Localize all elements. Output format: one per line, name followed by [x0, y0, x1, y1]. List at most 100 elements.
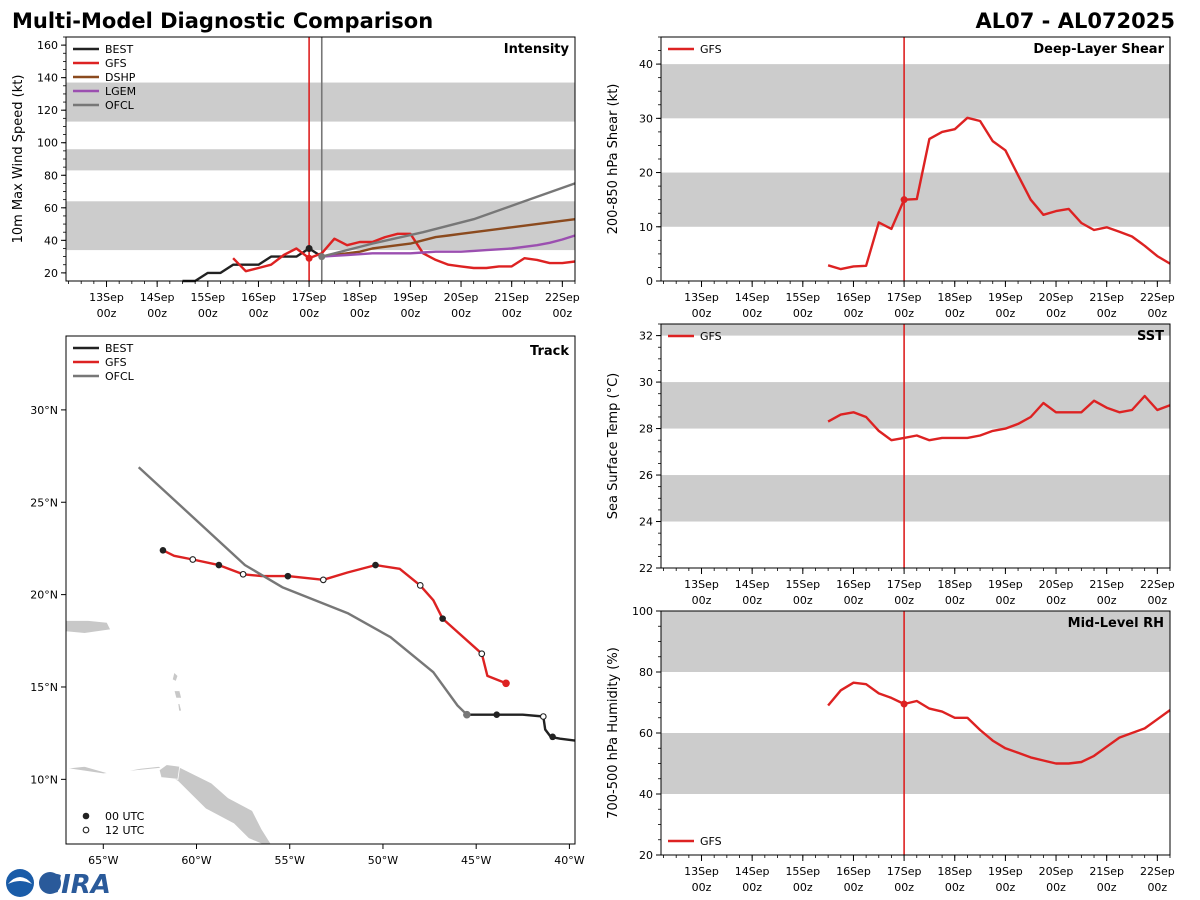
current-marker-gfs: [305, 254, 313, 262]
y-axis-label: Sea Surface Temp (°C): [606, 373, 621, 520]
x-tick-sublabel: 00z: [793, 307, 813, 320]
threshold-band: [66, 149, 575, 171]
x-tick-sublabel: 00z: [401, 307, 421, 320]
rh-panel: 20 40 60 80 100 13Sep 00z 14Sep 00z 15Sep 00z 16Sep…: [606, 605, 1175, 894]
shear-panel: 0 10 20 30 40 13Sep 00z 14Sep 00z 15Sep 00z 16Sep 00…: [606, 36, 1175, 320]
current-marker-ofcl: [318, 253, 326, 261]
x-tick-label: 14Sep: [735, 291, 770, 304]
y-tick-label: 40: [44, 234, 58, 247]
y-tick-label: 25°N: [30, 496, 58, 509]
x-tick-sublabel: 00z: [996, 594, 1016, 607]
x-tick-sublabel: 00z: [1147, 881, 1167, 894]
legend-label: GFS: [105, 356, 127, 369]
legend-label: OFCL: [105, 370, 135, 383]
legend-label: OFCL: [105, 99, 135, 112]
x-tick-sublabel: 00z: [1046, 307, 1066, 320]
track-point-00z: [284, 572, 292, 580]
y-tick-label: 24: [639, 516, 653, 529]
panel-title: Deep-Layer Shear: [1033, 42, 1164, 57]
x-tick-label: 20Sep: [1039, 865, 1074, 878]
threshold-band: [661, 324, 1170, 336]
x-tick-sublabel: 00z: [894, 307, 914, 320]
x-tick-sublabel: 00z: [350, 307, 370, 320]
threshold-band: [661, 382, 1170, 429]
x-tick-label: 19Sep: [988, 291, 1023, 304]
x-tick-label: 22Sep: [545, 291, 580, 304]
x-tick-sublabel: 00z: [1147, 307, 1167, 320]
x-tick-sublabel: 00z: [1046, 594, 1066, 607]
marker-legend-label: 12 UTC: [105, 824, 145, 837]
y-tick-label: 60: [639, 727, 653, 740]
x-tick-sublabel: 00z: [1097, 594, 1117, 607]
track-line-best: [466, 713, 575, 742]
x-tick-label: 18Sep: [937, 865, 972, 878]
y-tick-label: 20: [639, 167, 653, 180]
legend-label: GFS: [700, 43, 722, 56]
series-line-dshp: [321, 218, 576, 258]
x-tick-sublabel: 00z: [198, 307, 218, 320]
y-tick-label: 80: [639, 666, 653, 679]
y-tick-label: 120: [37, 104, 58, 117]
y-tick-label: 40: [639, 58, 653, 71]
x-tick-label: 13Sep: [684, 291, 719, 304]
x-tick-label: 13Sep: [684, 865, 719, 878]
x-tick-sublabel: 00z: [1147, 594, 1167, 607]
threshold-band: [661, 64, 1170, 119]
x-tick-label: 20Sep: [444, 291, 479, 304]
x-tick-sublabel: 00z: [451, 307, 471, 320]
cira-globe-icon: [39, 872, 61, 894]
series-line-gfs: [232, 232, 576, 273]
x-tick-label: 17Sep: [887, 291, 922, 304]
sst-panel: 22 24 26 28 30 32 13Sep 00z 14Sep 00z 15Sep 00z 16Se…: [606, 323, 1175, 607]
legend-label: BEST: [105, 43, 133, 56]
x-tick-sublabel: 00z: [996, 881, 1016, 894]
x-tick-label: 16Sep: [836, 291, 871, 304]
series-line-best: [182, 247, 323, 283]
current-marker-best: [305, 244, 313, 252]
threshold-band: [661, 611, 1170, 672]
x-tick-sublabel: 00z: [692, 594, 712, 607]
x-tick-sublabel: 00z: [945, 307, 965, 320]
y-tick-label: 160: [37, 39, 58, 52]
track-current-gfs: [502, 679, 510, 688]
series-line-gfs: [827, 116, 1171, 271]
x-tick-sublabel: 00z: [742, 881, 762, 894]
legend-marker-12z: [82, 826, 90, 834]
y-axis-label: 200-850 hPa Shear (kt): [606, 84, 621, 235]
x-tick-sublabel: 00z: [692, 307, 712, 320]
x-tick-label: 20Sep: [1039, 291, 1074, 304]
marker-legend-label: 00 UTC: [105, 810, 145, 823]
x-tick-sublabel: 00z: [996, 307, 1016, 320]
y-tick-label: 100: [632, 605, 653, 618]
noaa-logo-icon: [6, 869, 34, 897]
panel-title: Intensity: [504, 42, 570, 57]
x-tick-sublabel: 00z: [742, 594, 762, 607]
track-point-00z: [159, 546, 167, 554]
x-tick-label: 22Sep: [1140, 291, 1175, 304]
y-axis-label: 10m Max Wind Speed (kt): [11, 75, 26, 244]
x-tick-label: 22Sep: [1140, 865, 1175, 878]
legend-marker-00z: [82, 812, 90, 820]
y-tick-label: 80: [44, 169, 58, 182]
x-tick-label: 17Sep: [292, 291, 327, 304]
track-line-ofcl: [137, 466, 468, 716]
land-polygon: [66, 620, 112, 634]
intensity-panel: 20 40 60 80 100 120 140 160 13Sep 00z 14Sep 00z 15Se…: [11, 36, 580, 320]
x-tick-label: 16Sep: [836, 578, 871, 591]
panel-title: Track: [530, 344, 569, 359]
threshold-band: [661, 475, 1170, 522]
y-tick-label: 40: [639, 788, 653, 801]
x-tick-label: 16Sep: [836, 865, 871, 878]
series-line-lgem: [321, 234, 576, 258]
x-tick-label: 13Sep: [684, 578, 719, 591]
land-polygon: [171, 671, 179, 682]
series-line-gfs: [827, 394, 1171, 442]
x-tick-label: 18Sep: [937, 291, 972, 304]
storm-id: AL07 - AL072025: [976, 9, 1176, 33]
x-tick-sublabel: 00z: [844, 594, 864, 607]
x-tick-sublabel: 00z: [844, 881, 864, 894]
threshold-band: [66, 82, 575, 122]
y-tick-label: 0: [646, 275, 653, 288]
legend-label: GFS: [105, 57, 127, 70]
